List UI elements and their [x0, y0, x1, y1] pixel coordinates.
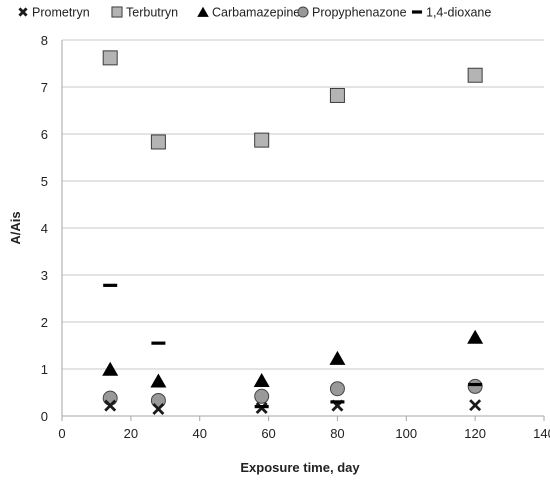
- legend-label-carbamazepine: Carbamazepine: [212, 6, 300, 20]
- data-point-propyphenazone-0: [102, 390, 118, 406]
- data-point-carbamazepine-0: [102, 361, 119, 376]
- data-point-terbutryn-0: [102, 50, 118, 66]
- legend-marker-prometryn: [18, 7, 28, 17]
- legend-label-prometryn: Prometryn: [32, 6, 90, 20]
- x-tick-label: 120: [464, 426, 486, 441]
- legend-label-propyphenazone: Propyphenazone: [312, 6, 407, 20]
- axes: 012345678020406080100120140: [41, 33, 550, 441]
- data-point-carbamazepine-1: [150, 373, 167, 388]
- x-tick-label: 20: [124, 426, 138, 441]
- data-point-carbamazepine-2: [253, 373, 270, 388]
- y-tick-label: 6: [41, 127, 48, 142]
- data-point-propyphenazone-4: [467, 378, 483, 394]
- x-tick-label: 140: [533, 426, 550, 441]
- legend-item-1-4-dioxane: 1,4-dioxane: [411, 6, 491, 20]
- x-tick-label: 0: [58, 426, 65, 441]
- data-point-carbamazepine-3: [329, 350, 346, 365]
- y-tick-label: 4: [41, 221, 48, 236]
- data-point-prometryn-4: [469, 399, 482, 412]
- data-point-prometryn-0: [104, 399, 117, 412]
- y-tick-label: 7: [41, 80, 48, 95]
- x-tick-label: 60: [261, 426, 275, 441]
- x-tick-label: 100: [395, 426, 417, 441]
- data-marks: [102, 50, 484, 415]
- x-tick-label: 40: [192, 426, 206, 441]
- legend-marker-propyphenazone: [297, 6, 309, 18]
- y-tick-label: 8: [41, 33, 48, 48]
- data-point-terbutryn-2: [254, 132, 270, 148]
- legend-marker-terbutryn: [111, 6, 123, 18]
- y-tick-label: 2: [41, 315, 48, 330]
- data-point-terbutryn-4: [467, 67, 483, 83]
- legend-item-prometryn: Prometryn: [18, 6, 90, 20]
- legend-marker-carbamazepine: [197, 6, 209, 17]
- data-point-propyphenazone-3: [329, 381, 345, 397]
- legend-label-terbutryn: Terbutryn: [126, 6, 178, 20]
- data-point-carbamazepine-4: [467, 329, 484, 344]
- legend: Prometryn Terbutryn Carbamazepine Propyphen…: [18, 6, 491, 20]
- legend-item-terbutryn: Terbutryn: [111, 6, 178, 20]
- x-tick-label: 80: [330, 426, 344, 441]
- data-point-terbutryn-1: [150, 134, 166, 150]
- y-tick-label: 5: [41, 174, 48, 189]
- data-point-propyphenazone-2: [254, 388, 270, 404]
- legend-label-1-4-dioxane: 1,4-dioxane: [426, 6, 491, 20]
- y-tick-label: 0: [41, 409, 48, 424]
- legend-item-carbamazepine: Carbamazepine: [197, 6, 300, 20]
- grid-lines: [62, 39, 544, 370]
- data-point-terbutryn-3: [329, 87, 345, 103]
- y-axis-title: A/Ais: [8, 211, 23, 244]
- legend-item-propyphenazone: Propyphenazone: [297, 6, 407, 20]
- y-tick-label: 3: [41, 268, 48, 283]
- data-point-prometryn-1: [152, 402, 165, 415]
- y-tick-label: 1: [41, 362, 48, 377]
- x-axis-title: Exposure time, day: [240, 460, 360, 475]
